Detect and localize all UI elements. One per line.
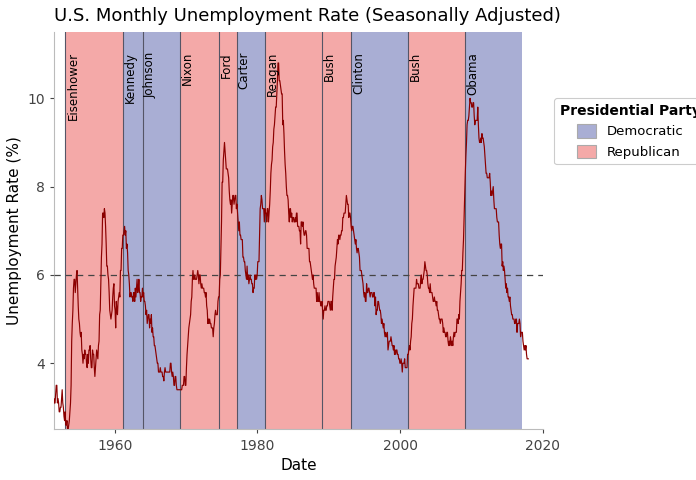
Text: Johnson: Johnson <box>144 52 157 98</box>
Text: Bush: Bush <box>409 52 422 81</box>
Text: Kennedy: Kennedy <box>124 52 136 103</box>
Y-axis label: Unemployment Rate (%): Unemployment Rate (%) <box>7 136 22 325</box>
Bar <box>265 32 322 430</box>
Text: Nixon: Nixon <box>181 52 193 85</box>
Text: Clinton: Clinton <box>352 52 365 94</box>
Bar <box>65 32 122 430</box>
Bar <box>351 32 408 430</box>
Bar <box>122 32 143 430</box>
Bar <box>219 32 237 430</box>
Text: Carter: Carter <box>238 52 251 89</box>
Text: Bush: Bush <box>324 52 336 81</box>
Text: Eisenhower: Eisenhower <box>67 52 79 120</box>
Bar <box>143 32 180 430</box>
Bar <box>180 32 219 430</box>
Bar <box>465 32 522 430</box>
Legend: Democratic, Republican: Democratic, Republican <box>555 98 696 165</box>
Bar <box>237 32 265 430</box>
Bar <box>322 32 351 430</box>
Text: U.S. Monthly Unemployment Rate (Seasonally Adjusted): U.S. Monthly Unemployment Rate (Seasonal… <box>54 7 561 25</box>
Text: Ford: Ford <box>220 52 233 78</box>
Text: Obama: Obama <box>466 52 479 95</box>
Bar <box>408 32 465 430</box>
Text: Reagan: Reagan <box>267 52 279 96</box>
X-axis label: Date: Date <box>280 458 317 473</box>
